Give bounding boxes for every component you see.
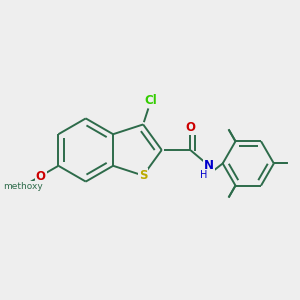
Text: O: O — [185, 121, 195, 134]
Text: S: S — [139, 169, 147, 182]
Text: O: O — [36, 169, 46, 182]
Text: N: N — [204, 159, 214, 172]
Text: methoxy: methoxy — [3, 182, 43, 191]
Text: Cl: Cl — [144, 94, 157, 107]
Text: H: H — [200, 170, 207, 180]
